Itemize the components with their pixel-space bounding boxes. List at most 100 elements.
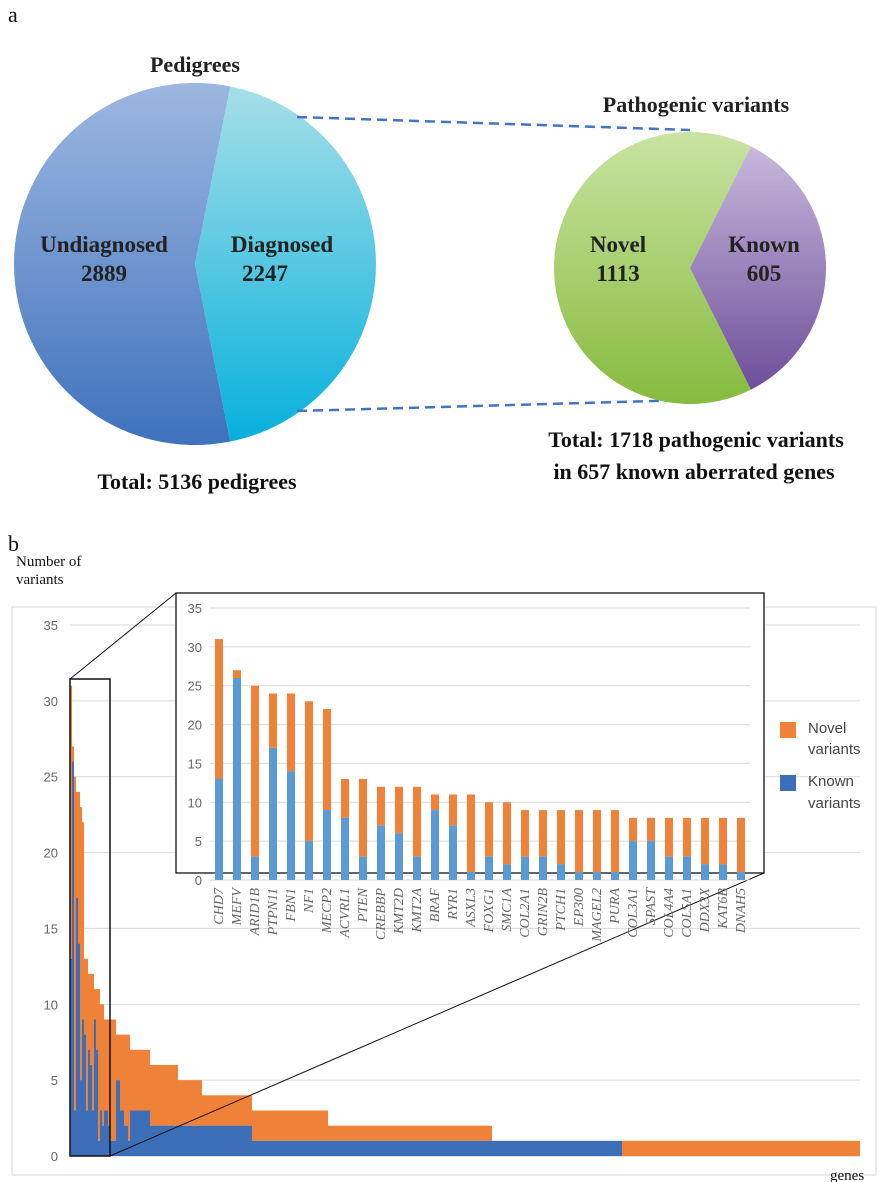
main-bar-known [124,1125,126,1156]
inset-gene-label: DDX3X [698,888,713,934]
inset-gene-label: PURA [608,888,623,925]
variants-total-line-1: Total: 1718 pathogenic variants [548,427,844,452]
main-bar-known [492,1140,622,1156]
x-axis-title: genes [830,1168,864,1182]
inset-bar-known [359,856,367,880]
inset-bar-novel [377,786,385,826]
novel-value: 1113 [596,261,639,286]
inset-gene-label: SMC1A [500,888,515,932]
main-bar-novel [202,1095,252,1126]
inset-bar-known [287,771,295,880]
main-bar-novel [124,1034,126,1126]
variants-total-line-2: in 657 known aberrated genes [553,459,835,484]
inset-gene-labels: CHD7 MEFV ARID1B PTPN11 FBN1 NF1 MECP2 ACVRL1 PT… [212,887,749,943]
inset-bar-known [593,872,601,880]
panel-b-letter: b [8,531,19,556]
inset-gene-label: RYR1 [446,888,461,921]
inset-gene-label: COL2A1 [518,888,533,938]
main-bar-known [94,1019,96,1156]
inset-bar-known [629,841,637,880]
inset-gene-label: PTEN [356,887,371,923]
main-bar-known [328,1140,492,1156]
inset-bar-novel [521,810,529,857]
known-label: Known [728,232,800,257]
main-bar-novel [92,973,94,1111]
main-bar-known [100,1110,102,1156]
main-bar-novel [70,685,72,959]
inset-gene-label: BRAF [428,888,443,923]
inset-bar-novel [485,802,493,857]
inset-gene-label: CHD7 [212,887,227,925]
inset-bar-novel [431,794,439,811]
main-bar-novel [128,1034,130,1141]
main-bar-known [116,1080,118,1156]
main-bar-known [126,1125,128,1156]
inset-bar-novel [665,817,673,857]
main-bar-known [82,1019,84,1156]
main-y-tick-label: 0 [51,1149,58,1164]
main-bar-known [78,943,80,1156]
legend-swatch-novel [780,722,796,738]
main-bar-known [130,1110,150,1156]
inset-bar-known [467,872,475,880]
inset-bar-known [431,810,439,880]
inset-bar-novel [269,693,277,748]
main-bar-novel [74,776,76,1111]
inset-y-tick-label: 20 [188,718,202,733]
main-bar-known [108,1125,110,1156]
main-bar-known [88,1049,90,1156]
main-bar-novel [100,1004,102,1111]
inset-bar-novel [449,794,457,826]
novel-label: Novel [590,232,646,257]
main-bar-known [122,1110,124,1156]
main-bar-novel [94,989,96,1020]
main-bar-novel [114,1019,116,1141]
known-value: 605 [747,261,782,286]
main-bar-novel [82,822,84,1020]
main-bar-known [80,1080,82,1156]
main-bar-known [104,1110,106,1156]
inset-bar-novel [629,817,637,842]
inset-bar-known [521,856,529,880]
main-y-tick-label: 35 [44,618,58,633]
inset-y-tick-label: 30 [188,640,202,655]
inset-gene-label: ARID1B [248,888,263,937]
inset-gene-label: PTPN11 [266,888,281,936]
inset-gene-label: COL3A1 [626,888,641,938]
legend-label-novel-line-2: variants [808,741,861,758]
inset-bar-novel [467,794,475,873]
inset-gene-label: PTCH1 [554,888,569,932]
legend-swatch-known [780,775,796,791]
inset-bar-novel [503,802,511,865]
main-bar-known [106,1110,108,1156]
main-bar-known [202,1125,252,1156]
main-bar-novel [112,1019,114,1141]
inset-bar-novel [539,810,547,857]
main-bar-known [112,1140,114,1156]
diagnosed-label: Diagnosed [231,232,333,257]
inset-gene-label: GRIN2B [536,888,551,937]
main-bar-novel [104,1019,106,1111]
main-bar-novel [108,1019,110,1126]
inset-bar-novel [305,701,313,842]
inset-bar-novel [611,810,619,873]
main-y-tick-label: 20 [44,846,58,861]
main-bar-novel [90,973,92,1065]
pie-slice-undiagnosed [13,82,231,445]
inset-bar-novel [737,817,745,873]
main-bar-known [72,761,74,1156]
main-y-tick-labels: 0 5 10 15 20 25 30 35 [44,618,58,1164]
inset-bar-known [503,864,511,880]
main-bar-novel [622,1140,860,1156]
main-bar-known [128,1140,130,1156]
inset-y-tick-label: 0 [195,873,202,888]
diagnosed-value: 2247 [242,261,288,286]
inset-bar-known [305,841,313,880]
inset-bar-known [233,677,241,880]
inset-bar-known [251,856,259,880]
inset-y-tick-label: 5 [195,834,202,849]
zoom-box [69,678,111,1157]
inset-gene-label: ACVRL1 [338,888,353,939]
inset-bar-known [647,841,655,880]
main-bar-known [96,1049,98,1156]
